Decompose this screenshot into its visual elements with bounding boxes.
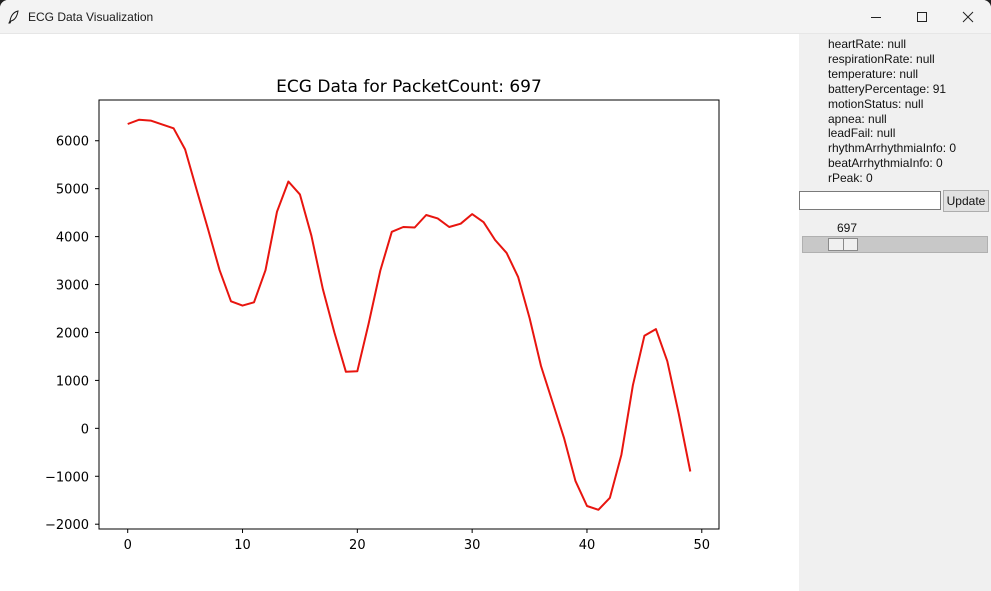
x-tick-label: 20 <box>349 538 366 553</box>
minimize-button[interactable] <box>853 0 899 33</box>
info-line: beatArrhythmiaInfo: 0 <box>828 156 943 171</box>
y-tick-label: 1000 <box>56 374 89 389</box>
close-icon <box>962 11 974 22</box>
title-bar[interactable]: ECG Data Visualization <box>0 0 991 34</box>
ecg-chart: ECG Data for PacketCount: 697 0 10 20 30 40 50… <box>45 77 720 553</box>
y-tick-label: 0 <box>81 422 89 437</box>
maximize-button[interactable] <box>899 0 945 33</box>
packet-slider[interactable] <box>802 236 988 253</box>
minimize-icon <box>871 16 881 18</box>
info-line: heartRate: null <box>828 37 907 51</box>
info-line: rhythmArrhythmiaInfo: 0 <box>828 141 957 156</box>
y-tick-label: 4000 <box>56 231 89 246</box>
x-tick-label: 50 <box>694 538 711 553</box>
y-tick-label: 6000 <box>56 135 89 150</box>
info-line: batteryPercentage: 91 <box>828 81 947 96</box>
y-tick-label: 2000 <box>56 326 89 341</box>
y-tick-label: −2000 <box>45 518 89 533</box>
y-tick-label: 5000 <box>56 183 89 198</box>
ecg-series-line <box>127 118 692 511</box>
info-line: leadFail: null <box>828 126 896 141</box>
plot-frame <box>98 99 720 530</box>
info-line: temperature: null <box>828 66 919 81</box>
x-tick-label: 10 <box>234 538 251 553</box>
y-tick-label: 3000 <box>56 279 89 294</box>
feather-icon <box>8 10 19 24</box>
plot-area: ECG Data for PacketCount: 697 0 10 20 30 40 50… <box>0 34 799 591</box>
maximize-icon <box>917 11 927 22</box>
packet-count-input[interactable] <box>799 191 941 210</box>
slider-thumb[interactable] <box>827 238 858 251</box>
info-line: motionStatus: null <box>828 96 924 111</box>
window-title: ECG Data Visualization <box>28 10 154 24</box>
x-tick-label: 40 <box>579 538 596 553</box>
info-line: respirationRate: null <box>828 51 935 66</box>
x-tick-label: 0 <box>124 538 132 553</box>
info-line: apnea: null <box>828 111 887 126</box>
info-panel: heartRate: null respirationRate: null temp… <box>799 34 991 591</box>
update-button[interactable]: Update <box>943 190 989 212</box>
x-tick-label: 30 <box>464 538 481 553</box>
close-button[interactable] <box>945 0 991 33</box>
info-line: rPeak: 0 <box>828 171 873 186</box>
y-tick-label: −1000 <box>45 470 89 485</box>
slider-value-label: 697 <box>837 221 858 235</box>
chart-title: ECG Data for PacketCount: 697 <box>276 77 542 97</box>
